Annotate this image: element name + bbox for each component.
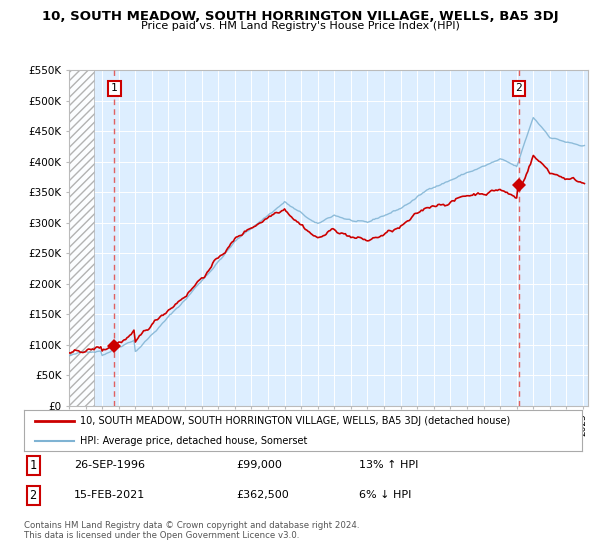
Text: 26-SEP-1996: 26-SEP-1996 xyxy=(74,460,145,470)
Text: 13% ↑ HPI: 13% ↑ HPI xyxy=(359,460,418,470)
Text: 1: 1 xyxy=(111,83,118,94)
Text: HPI: Average price, detached house, Somerset: HPI: Average price, detached house, Some… xyxy=(80,436,307,446)
Text: £99,000: £99,000 xyxy=(236,460,282,470)
Text: Price paid vs. HM Land Registry's House Price Index (HPI): Price paid vs. HM Land Registry's House … xyxy=(140,21,460,31)
Text: 10, SOUTH MEADOW, SOUTH HORRINGTON VILLAGE, WELLS, BA5 3DJ (detached house): 10, SOUTH MEADOW, SOUTH HORRINGTON VILLA… xyxy=(80,417,510,426)
Text: 2: 2 xyxy=(515,83,522,94)
Text: 1: 1 xyxy=(29,459,37,472)
Text: 15-FEB-2021: 15-FEB-2021 xyxy=(74,491,145,501)
Text: 6% ↓ HPI: 6% ↓ HPI xyxy=(359,491,411,501)
Text: £362,500: £362,500 xyxy=(236,491,289,501)
Text: 2: 2 xyxy=(29,489,37,502)
Text: Contains HM Land Registry data © Crown copyright and database right 2024.
This d: Contains HM Land Registry data © Crown c… xyxy=(24,521,359,540)
Text: 10, SOUTH MEADOW, SOUTH HORRINGTON VILLAGE, WELLS, BA5 3DJ: 10, SOUTH MEADOW, SOUTH HORRINGTON VILLA… xyxy=(41,10,559,23)
Bar xyxy=(69,70,94,406)
